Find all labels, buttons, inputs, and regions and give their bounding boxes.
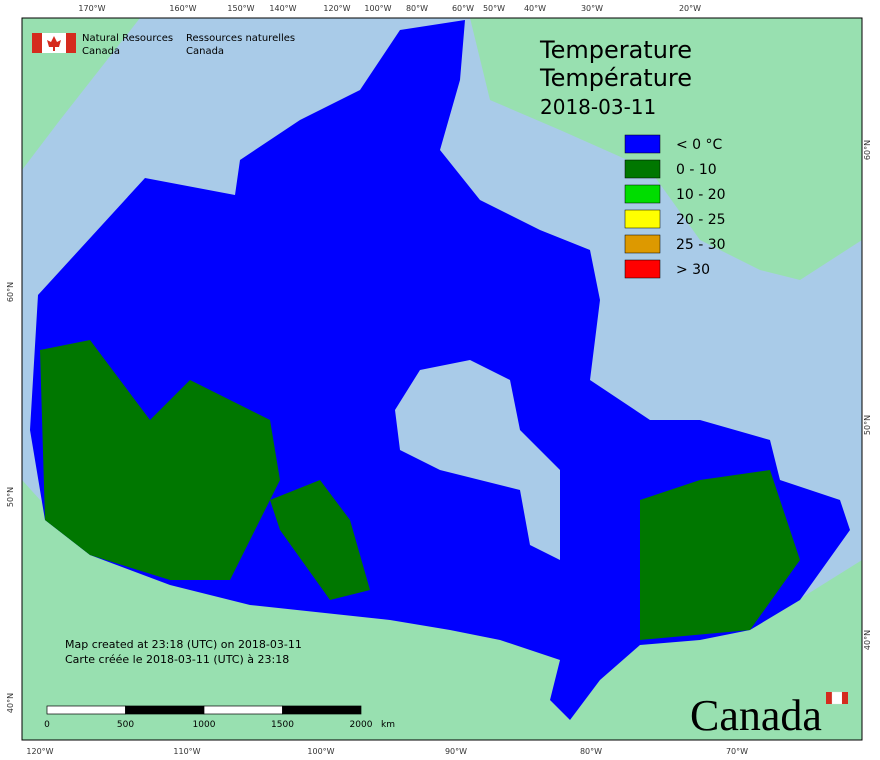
scale-segment	[46, 705, 126, 715]
graticule-label: 90°W	[445, 747, 467, 756]
scale-label: 0	[44, 720, 50, 730]
legend-swatch	[624, 234, 661, 254]
graticule-label: 170°W	[78, 4, 105, 13]
graticule-label: 40°N	[6, 693, 15, 713]
scale-bar: 0 500 1000 1500 2000 km	[44, 705, 395, 730]
graticule-label: 160°W	[169, 4, 196, 13]
greenland	[470, 18, 862, 280]
scale-label: 1500	[271, 720, 294, 730]
graticule-label: 20°W	[679, 4, 701, 13]
west-above-zero	[40, 340, 280, 580]
graticule-label: 80°W	[406, 4, 428, 13]
graticule-label: 60°N	[863, 140, 872, 160]
credit: Carte créée le 2018-03-11 (UTC) à 23:18	[65, 653, 289, 666]
legend-swatch	[624, 209, 661, 229]
scale-segment	[203, 705, 283, 715]
canada-flag	[826, 691, 848, 705]
east-above-zero	[640, 470, 800, 640]
graticule-label: 70°W	[726, 747, 748, 756]
graticule-label: 140°W	[269, 4, 296, 13]
legend-label: 0 - 10	[676, 162, 717, 178]
agency-fr: Ressources naturelles	[186, 33, 295, 44]
hudson-bay	[395, 360, 560, 560]
graticule-label: 50°N	[6, 487, 15, 507]
legend-swatch	[624, 259, 661, 279]
credit: Map created at 23:18 (UTC) on 2018-03-11	[65, 638, 302, 651]
graticule-label: 120°W	[323, 4, 350, 13]
graticule-label: 40°N	[863, 630, 872, 650]
title: Temperature	[539, 36, 692, 64]
graticule-label: 100°W	[364, 4, 391, 13]
graticule-label: 150°W	[227, 4, 254, 13]
legend-label: 10 - 20	[676, 187, 726, 203]
graticule-label: 80°W	[580, 747, 602, 756]
graticule-label: 50°W	[483, 4, 505, 13]
prairie-above-zero	[270, 480, 370, 600]
legend-label: < 0 °C	[676, 137, 723, 153]
graticule-label: 30°W	[581, 4, 603, 13]
wordmark: Canada	[690, 691, 822, 740]
legend-label: > 30	[676, 262, 710, 278]
russia	[22, 18, 140, 170]
legend-label: 20 - 25	[676, 212, 726, 228]
nrcan-logo	[32, 33, 76, 53]
graticule-labels: 170°W 160°W 150°W 140°W 120°W 100°W 80°W 60°W 50…	[6, 4, 872, 756]
graticule-label: 60°N	[6, 282, 15, 302]
date: 2018-03-11	[540, 95, 656, 119]
legend-swatch	[624, 159, 661, 179]
united-states	[22, 480, 862, 740]
title: Température	[539, 64, 692, 92]
legend-swatch	[624, 184, 661, 204]
scale-segment	[282, 705, 362, 715]
agency-en: Canada	[82, 46, 120, 57]
frame	[21, 17, 863, 741]
agency-fr: Canada	[186, 46, 224, 57]
agency-en: Natural Resources	[82, 33, 173, 44]
legend-label: 25 - 30	[676, 237, 726, 253]
graticule-label: 120°W	[26, 747, 53, 756]
scale-segment	[125, 705, 205, 715]
scale-label: 1000	[193, 720, 216, 730]
graticule-label: 60°W	[452, 4, 474, 13]
scale-unit: km	[381, 720, 395, 730]
scale-label: 500	[117, 720, 134, 730]
graticule-label: 110°W	[173, 747, 200, 756]
graticule-label: 40°W	[524, 4, 546, 13]
legend-swatch	[624, 134, 661, 154]
graticule-label: 50°N	[863, 415, 872, 435]
scale-label: 2000	[350, 720, 373, 730]
graticule-label: 100°W	[307, 747, 334, 756]
legend: < 0 °C 0 - 10 10 - 20 20 - 25 25 - 30 > 30	[624, 134, 726, 279]
